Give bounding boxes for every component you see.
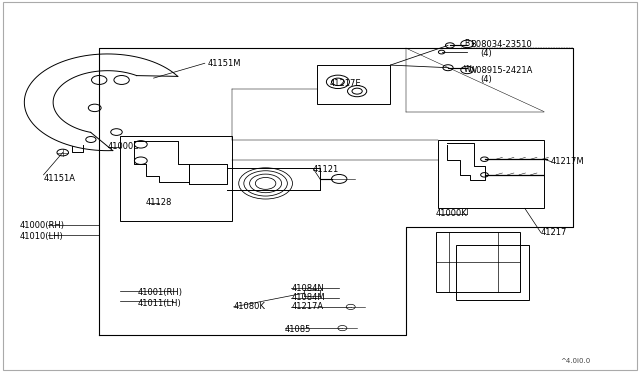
Text: (4): (4) [480, 49, 492, 58]
Text: W: W [463, 65, 471, 74]
Text: W08915-2421A: W08915-2421A [469, 66, 534, 75]
Text: 41010(LH): 41010(LH) [19, 232, 63, 241]
Text: (4): (4) [480, 76, 492, 84]
Text: 41217E: 41217E [330, 79, 361, 88]
Text: 41217A: 41217A [291, 302, 323, 311]
Text: ^4.0i0.0: ^4.0i0.0 [560, 358, 590, 364]
Circle shape [481, 157, 488, 161]
Bar [436, 232, 520, 292]
Circle shape [481, 173, 488, 177]
Text: 41151A: 41151A [44, 174, 76, 183]
Text: 41000(RH): 41000(RH) [19, 221, 64, 230]
Text: 41084N: 41084N [291, 284, 324, 293]
Text: 41217M: 41217M [550, 157, 584, 166]
Text: B08034-23510: B08034-23510 [470, 40, 532, 49]
Text: 41084M: 41084M [291, 293, 325, 302]
Text: B: B [465, 39, 470, 48]
Bar [120, 136, 232, 221]
Text: 41085: 41085 [285, 325, 311, 334]
Bar [438, 140, 544, 208]
Bar [456, 245, 529, 300]
Bar [317, 65, 390, 104]
Text: 41080K: 41080K [234, 302, 266, 311]
Text: 41128: 41128 [146, 198, 172, 207]
Text: 41000K: 41000K [435, 209, 467, 218]
Text: 41217: 41217 [541, 228, 567, 237]
Text: 41011(LH): 41011(LH) [138, 299, 181, 308]
Text: 41000L: 41000L [108, 142, 138, 151]
Text: 41151M: 41151M [208, 59, 241, 68]
Text: 41001(RH): 41001(RH) [138, 288, 182, 296]
Text: 41121: 41121 [312, 165, 339, 174]
